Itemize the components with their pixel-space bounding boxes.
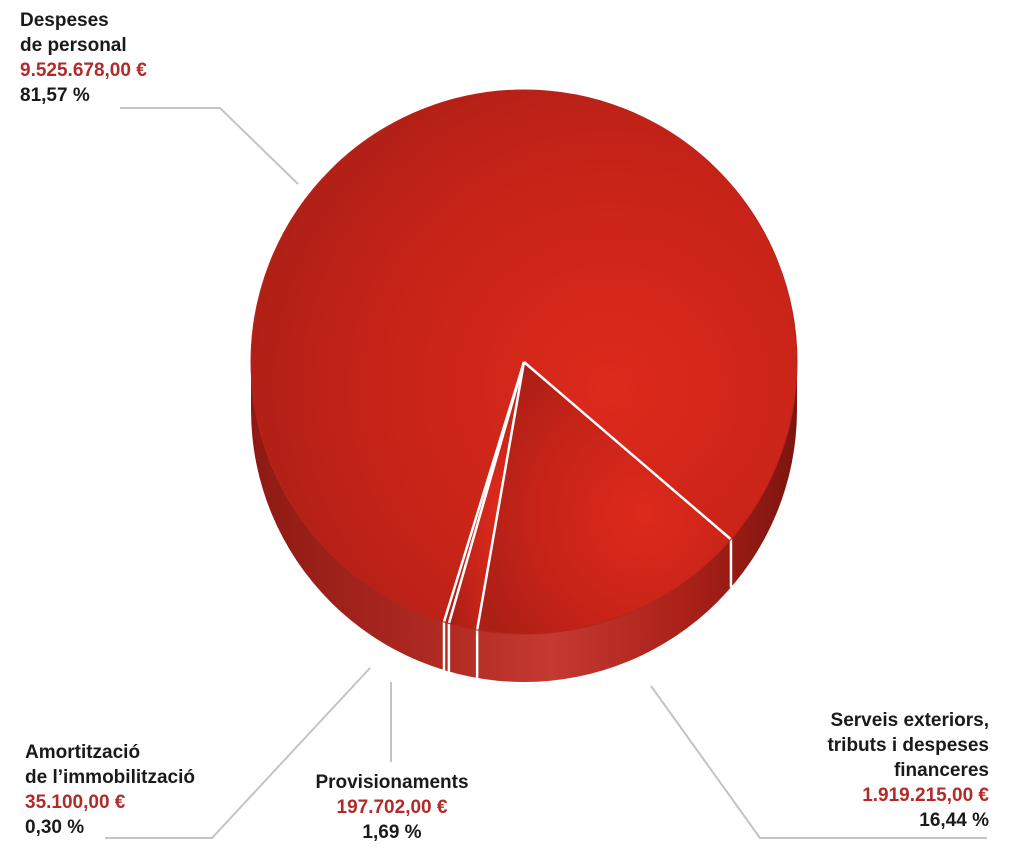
label-name-line: de l’immobilització xyxy=(25,767,195,788)
label-name-line: tributs i despeses xyxy=(827,735,989,756)
pie-side xyxy=(251,362,797,682)
label-name-line: Amortització xyxy=(25,742,141,763)
label-name-line: Serveis exteriors, xyxy=(830,710,989,731)
label-amount: 9.525.678,00 € xyxy=(20,60,147,81)
label-despeses-personal: Despeses de personal 9.525.678,00 € 81,5… xyxy=(20,8,147,108)
slice-separator xyxy=(442,361,526,623)
label-amount: 35.100,00 € xyxy=(25,792,126,813)
label-name-line: Provisionaments xyxy=(315,772,469,793)
label-percent: 0,30 % xyxy=(25,817,85,838)
label-serveis-exteriors: Serveis exteriors, tributs i despeses fi… xyxy=(827,708,989,833)
pie-slice-serveis xyxy=(477,362,731,634)
label-percent: 16,44 % xyxy=(919,810,989,831)
label-amount: 197.702,00 € xyxy=(336,797,448,818)
slice-separator xyxy=(475,361,526,631)
pie-side-wall xyxy=(251,362,797,682)
label-amortitzacio: Amortització de l’immobilització 35.100,… xyxy=(25,740,195,840)
label-name-line: financeres xyxy=(893,760,989,781)
leader-amortitzacio xyxy=(105,667,371,839)
label-percent: 1,69 % xyxy=(362,822,422,843)
label-amount: 1.919.215,00 € xyxy=(862,785,989,806)
leader-personal xyxy=(120,107,299,185)
slice-separator xyxy=(523,361,732,541)
label-name-line: de personal xyxy=(20,35,127,56)
label-name-line: Despeses xyxy=(20,10,109,31)
leader-serveis xyxy=(650,685,987,839)
label-percent: 81,57 % xyxy=(20,85,90,106)
label-provisionaments: Provisionaments 197.702,00 € 1,69 % xyxy=(300,770,484,845)
pie-slice-personal xyxy=(251,89,798,623)
pie-rim xyxy=(250,89,798,635)
leader-lines xyxy=(105,107,987,839)
pie-top-face xyxy=(250,89,798,635)
